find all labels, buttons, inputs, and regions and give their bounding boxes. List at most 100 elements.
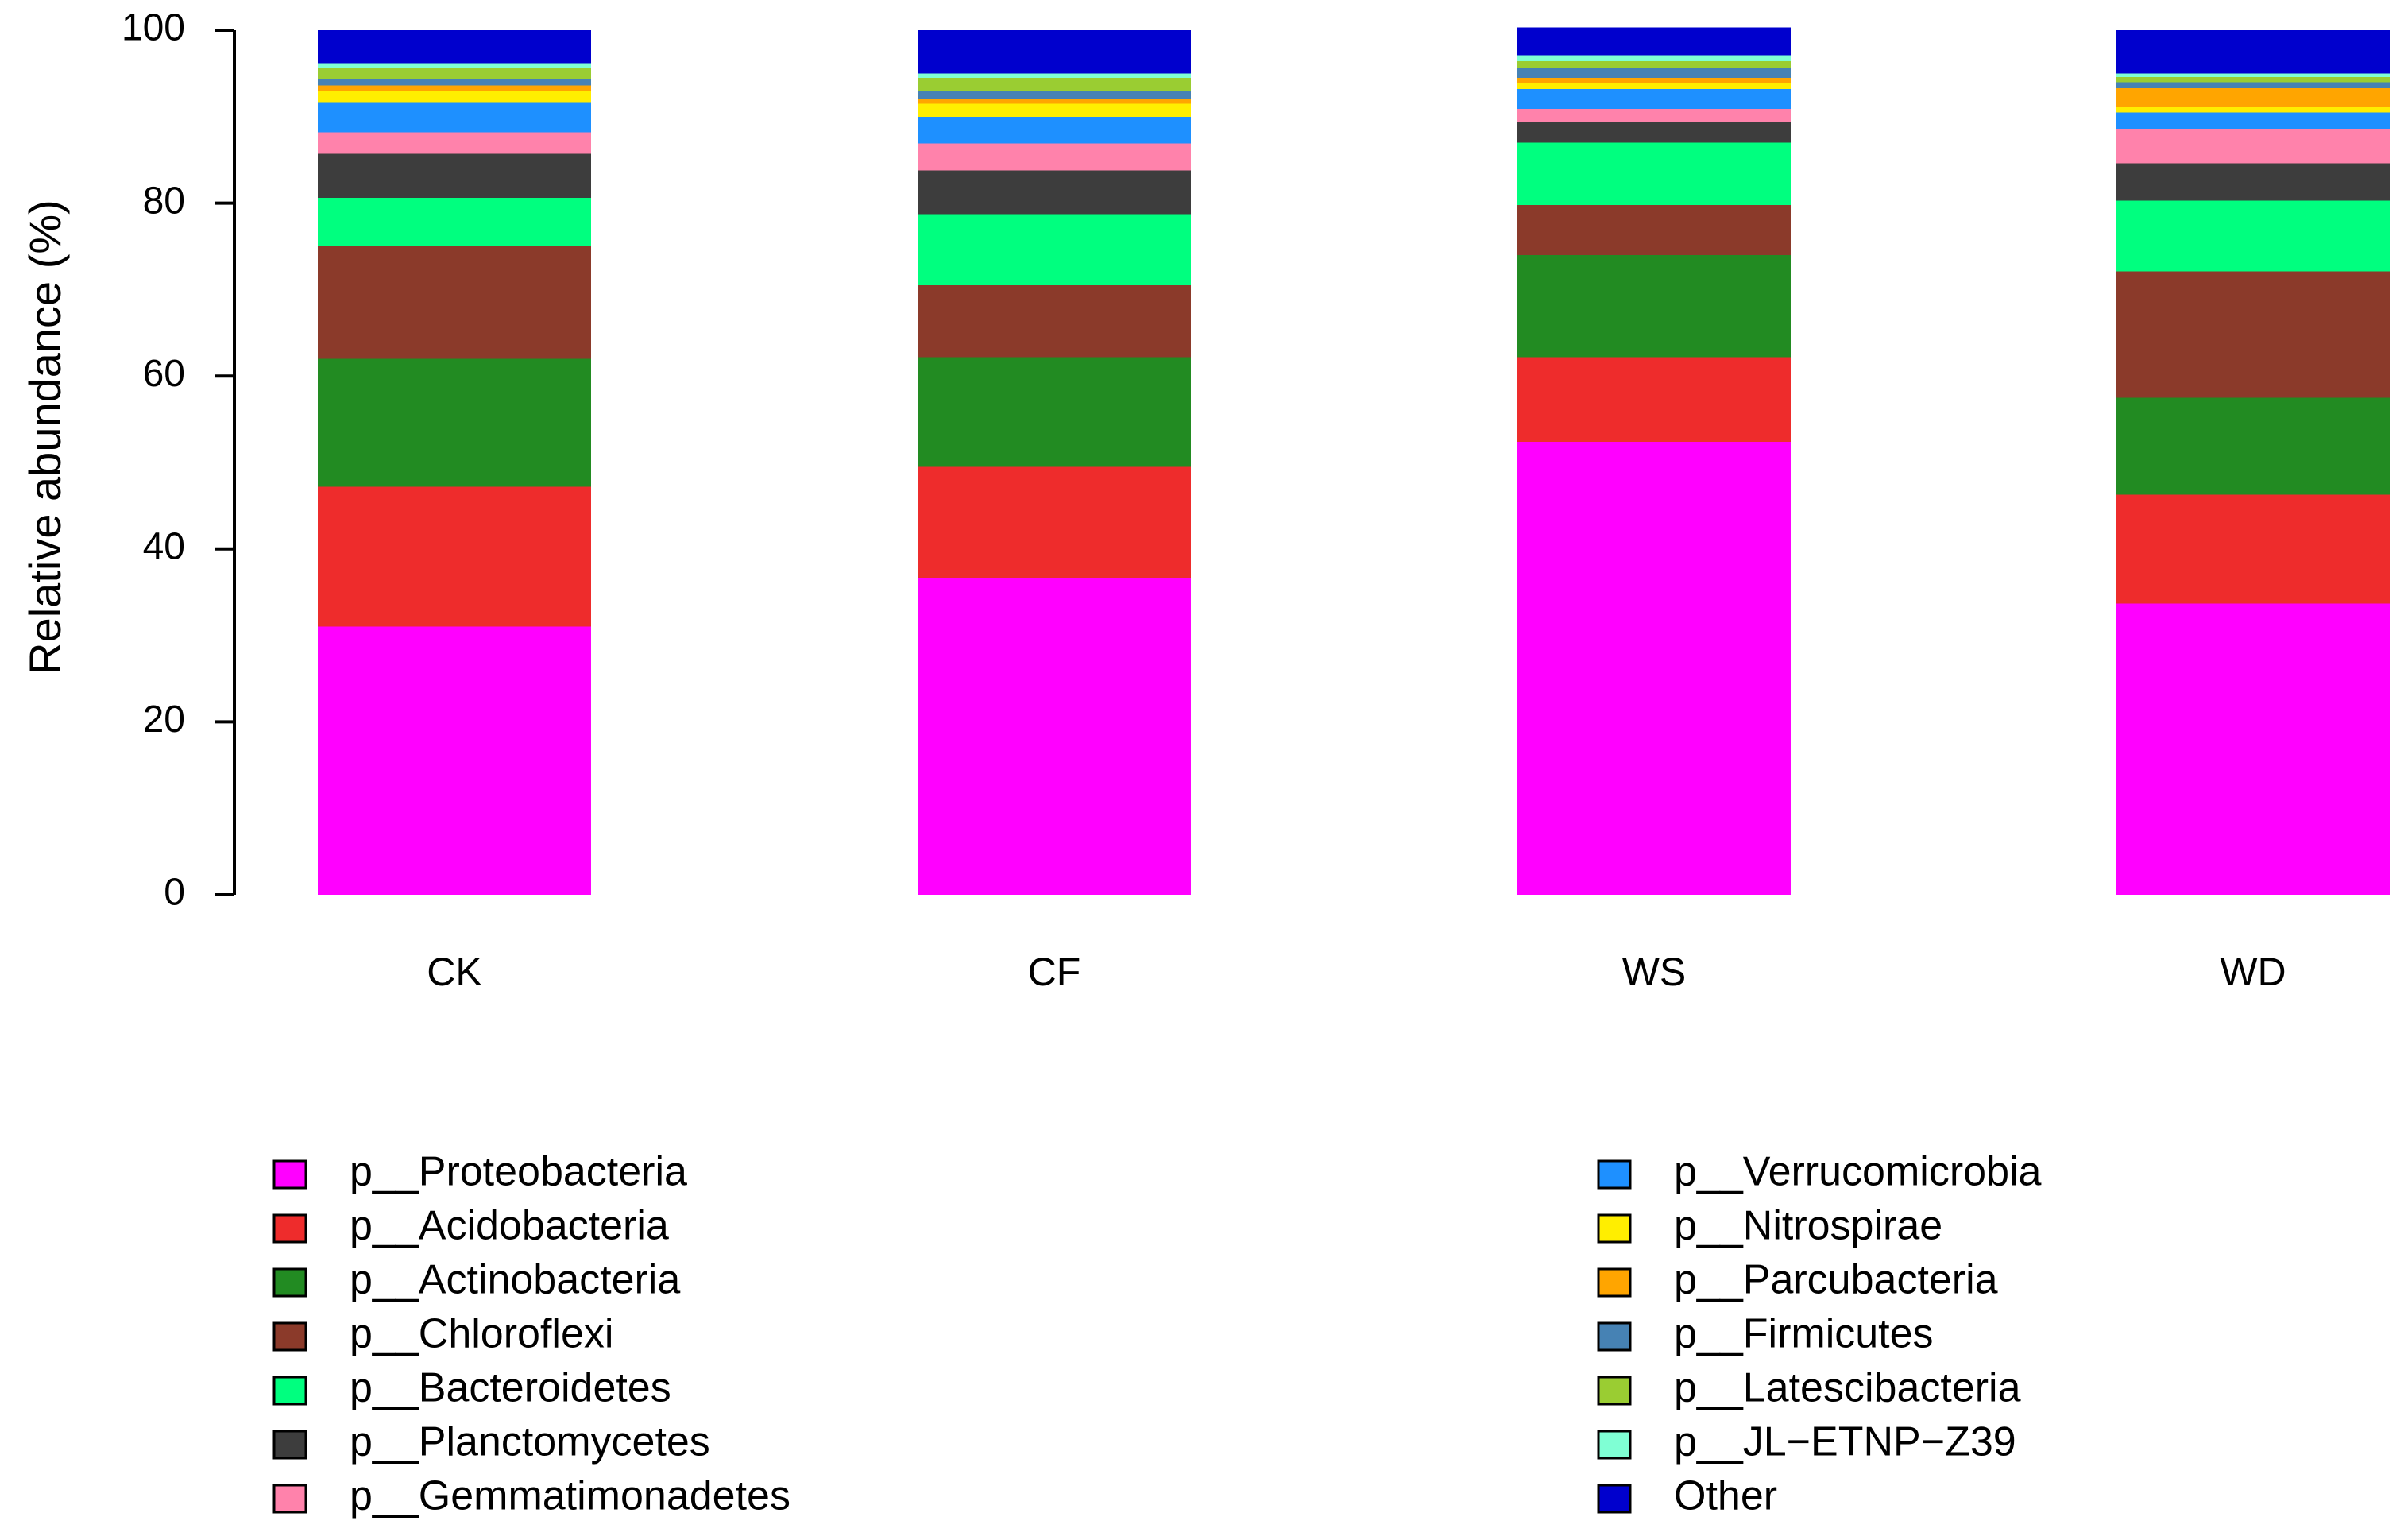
bar-segment-wd-p-actinobacteria [2116,397,2390,495]
legend-label-p-planctomycetes: p__Planctomycetes [350,1419,710,1465]
bar-segment-ck-other [318,30,591,64]
x-tick-label-wd: WD [2220,950,2286,994]
plot-area [318,27,2390,895]
bar-segment-cf-p-firmicutes [918,91,1191,99]
bar-segment-cf-p-latescibacteria [918,77,1191,91]
legend-item-p-firmicutes: p__Firmicutes [1597,1311,1934,1357]
legend-label-p-acidobacteria: p__Acidobacteria [350,1203,669,1249]
legend-swatch-p-jl-etnp-z39 [1597,1430,1632,1460]
legend-item-p-latescibacteria: p__Latescibacteria [1597,1365,2021,1411]
bar-segment-wd-p-acidobacteria [2116,494,2390,604]
legend-item-p-verrucomicrobia: p__Verrucomicrobia [1597,1149,2042,1195]
legend-item-p-proteobacteria: p__Proteobacteria [272,1149,687,1195]
bar-segment-ws-p-nitrospirae [1517,83,1791,89]
legend-label-other: Other [1674,1473,1777,1519]
bar-segment-cf-other [918,30,1191,74]
legend-swatch-other [1597,1484,1632,1514]
bar-segment-cf-p-actinobacteria [918,357,1191,467]
legend-label-p-chloroflexi: p__Chloroflexi [350,1311,613,1357]
bar-segment-ck-p-nitrospirae [318,91,591,103]
legend-label-p-parcubacteria: p__Parcubacteria [1674,1257,1998,1303]
y-axis-title: Relative abundance (%) [20,199,70,675]
legend-swatch-p-acidobacteria [272,1213,307,1244]
x-tick-label-ck: CK [427,950,481,994]
legend-swatch-p-latescibacteria [1597,1376,1632,1406]
legend-swatch-p-gemmatimonadetes [272,1484,307,1514]
bar-segment-ws-p-planctomycetes [1517,122,1791,143]
bar-segment-ws-p-actinobacteria [1517,254,1791,358]
bar-segment-ck-p-proteobacteria [318,626,591,895]
bar-segment-ws-p-gemmatimonadetes [1517,109,1791,122]
bar-segment-ck-p-latescibacteria [318,68,591,79]
legend-item-p-jl-etnp-z39: p__JL−ETNP−Z39 [1597,1419,2016,1465]
bar-segment-wd-p-parcubacteria [2116,87,2390,107]
legend-swatch-p-proteobacteria [272,1159,307,1190]
legend-label-p-bacteroidetes: p__Bacteroidetes [350,1365,671,1411]
legend-swatch-p-firmicutes [1597,1321,1632,1352]
bar-segment-cf-p-proteobacteria [918,578,1191,895]
legend-swatch-p-verrucomicrobia [1597,1159,1632,1190]
y-tick-label-80: 80 [143,180,185,222]
bar-segment-ck-p-gemmatimonadetes [318,132,591,154]
bar-segment-ws-p-verrucomicrobia [1517,88,1791,110]
bar-segment-ck-p-bacteroidetes [318,198,591,246]
legend-label-p-nitrospirae: p__Nitrospirae [1674,1203,1942,1249]
bar-segment-wd-p-proteobacteria [2116,603,2390,895]
bar-segment-cf-p-planctomycetes [918,170,1191,215]
legend-item-p-planctomycetes: p__Planctomycetes [272,1419,710,1465]
bar-stack-cf [918,30,1191,895]
bars-group [318,27,2390,895]
bar-segment-ws-p-parcubacteria [1517,77,1791,83]
bar-segment-cf-p-acidobacteria [918,466,1191,578]
legend-label-p-verrucomicrobia: p__Verrucomicrobia [1674,1149,2042,1195]
legend-swatch-p-nitrospirae [1597,1213,1632,1244]
legend-item-p-bacteroidetes: p__Bacteroidetes [272,1365,671,1411]
legend-label-p-latescibacteria: p__Latescibacteria [1674,1365,2021,1411]
x-tick-label-ws: WS [1622,950,1687,994]
bar-stack-wd [2116,30,2390,895]
y-tick-label-40: 40 [143,525,185,567]
y-axis: 0 20 40 60 80 100 [122,7,236,914]
x-axis: CK CF WS WD [427,950,2286,994]
bar-segment-ws-p-firmicutes [1517,67,1791,78]
legend-item-p-acidobacteria: p__Acidobacteria [272,1203,669,1249]
bar-segment-ck-p-acidobacteria [318,486,591,627]
bar-stack-ck [318,30,591,895]
bar-segment-ws-p-latescibacteria [1517,61,1791,68]
legend-label-p-gemmatimonadetes: p__Gemmatimonadetes [350,1473,790,1519]
bar-segment-ck-p-verrucomicrobia [318,102,591,133]
bar-segment-wd-p-bacteroidetes [2116,200,2390,272]
bar-segment-cf-p-gemmatimonadetes [918,143,1191,171]
bar-segment-ck-p-firmicutes [318,78,591,86]
bar-segment-ws-p-bacteroidetes [1517,142,1791,205]
legend-label-p-firmicutes: p__Firmicutes [1674,1311,1934,1357]
bar-stack-ws [1517,27,1791,895]
bar-segment-cf-p-verrucomicrobia [918,116,1191,144]
bar-segment-ck-p-actinobacteria [318,358,591,487]
legend-label-p-jl-etnp-z39: p__JL−ETNP−Z39 [1674,1419,2016,1465]
y-ticks: 0 20 40 60 80 100 [122,7,234,914]
legend-swatch-p-planctomycetes [272,1430,307,1460]
bar-segment-cf-p-jl-etnp-z39 [918,73,1191,78]
bar-segment-ck-p-parcubacteria [318,85,591,91]
legend-item-p-gemmatimonadetes: p__Gemmatimonadetes [272,1473,790,1519]
bar-segment-cf-p-nitrospirae [918,103,1191,117]
legend-item-p-chloroflexi: p__Chloroflexi [272,1311,613,1357]
x-tick-label-cf: CF [1028,950,1081,994]
bar-segment-ws-p-proteobacteria [1517,441,1791,895]
bar-segment-ws-p-jl-etnp-z39 [1517,55,1791,62]
bar-segment-wd-p-nitrospirae [2116,106,2390,113]
bar-segment-wd-other [2116,30,2390,74]
legend-swatch-p-bacteroidetes [272,1376,307,1406]
legend-item-p-actinobacteria: p__Actinobacteria [272,1257,680,1303]
bar-segment-wd-p-verrucomicrobia [2116,112,2390,130]
bar-segment-wd-p-gemmatimonadetes [2116,129,2390,164]
legend-swatch-p-parcubacteria [1597,1267,1632,1298]
y-tick-label-100: 100 [122,7,185,49]
bar-segment-ws-p-acidobacteria [1517,357,1791,442]
legend-swatch-p-actinobacteria [272,1267,307,1298]
legend-item-p-parcubacteria: p__Parcubacteria [1597,1257,1998,1303]
bar-segment-cf-p-bacteroidetes [918,214,1191,285]
bar-segment-wd-p-chloroflexi [2116,271,2390,398]
